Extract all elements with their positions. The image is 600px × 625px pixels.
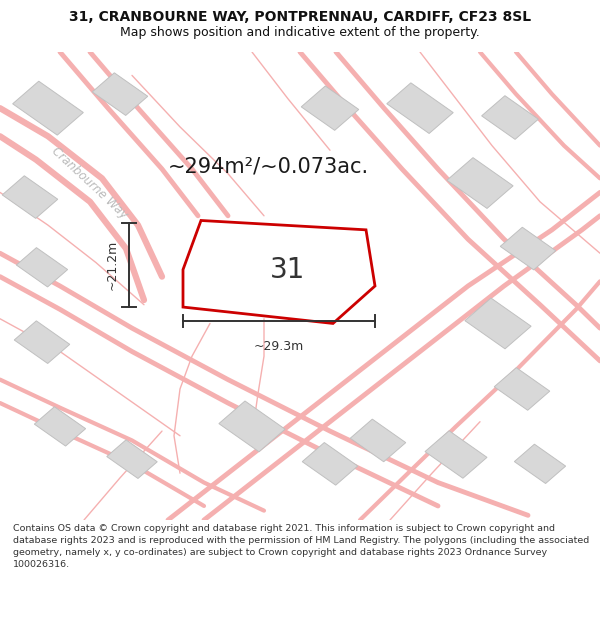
Polygon shape xyxy=(301,86,359,131)
Text: ~21.2m: ~21.2m xyxy=(105,240,118,290)
Polygon shape xyxy=(425,431,487,478)
Polygon shape xyxy=(482,96,538,139)
Polygon shape xyxy=(16,248,68,287)
Text: 31, CRANBOURNE WAY, PONTPRENNAU, CARDIFF, CF23 8SL: 31, CRANBOURNE WAY, PONTPRENNAU, CARDIFF… xyxy=(69,11,531,24)
Text: Cranbourne Way: Cranbourne Way xyxy=(49,144,131,221)
Polygon shape xyxy=(350,419,406,462)
Polygon shape xyxy=(514,444,566,484)
Polygon shape xyxy=(2,176,58,218)
Polygon shape xyxy=(107,440,157,479)
Polygon shape xyxy=(197,224,283,292)
Polygon shape xyxy=(500,228,556,270)
Polygon shape xyxy=(465,298,531,349)
Polygon shape xyxy=(302,442,358,485)
Text: Contains OS data © Crown copyright and database right 2021. This information is : Contains OS data © Crown copyright and d… xyxy=(13,524,589,569)
Text: 31: 31 xyxy=(271,256,305,284)
Polygon shape xyxy=(92,72,148,116)
Text: Map shows position and indicative extent of the property.: Map shows position and indicative extent… xyxy=(120,26,480,39)
Polygon shape xyxy=(13,81,83,135)
Polygon shape xyxy=(387,83,453,134)
Polygon shape xyxy=(34,407,86,446)
Polygon shape xyxy=(219,401,285,452)
Polygon shape xyxy=(14,321,70,364)
Text: ~29.3m: ~29.3m xyxy=(254,340,304,353)
Polygon shape xyxy=(447,158,513,208)
Polygon shape xyxy=(183,221,375,324)
Text: ~294m²/~0.073ac.: ~294m²/~0.073ac. xyxy=(168,157,369,177)
Polygon shape xyxy=(494,368,550,410)
